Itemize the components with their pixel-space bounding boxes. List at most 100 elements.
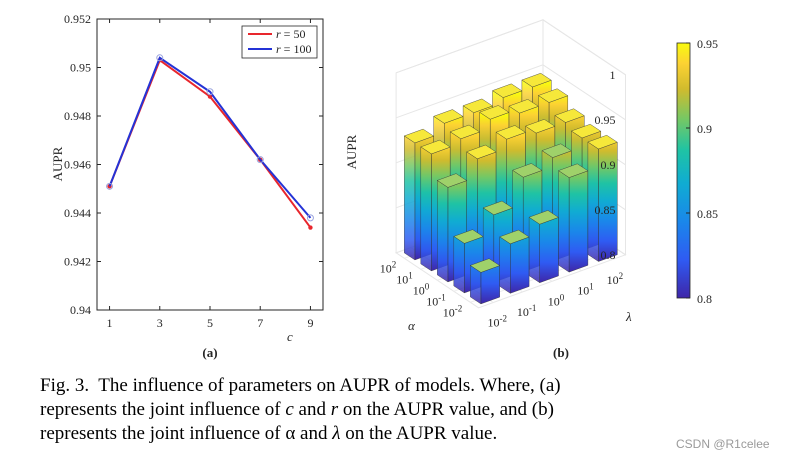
y-tick-label: 0.946: [64, 158, 91, 172]
colorbar-tick-label: 0.85: [697, 207, 718, 221]
bar-face-top: [554, 108, 585, 123]
figure-caption: Fig. 3. The influence of parameters on A…: [40, 374, 740, 446]
bar-face-top: [499, 229, 530, 245]
z-tick-label: 0.8: [601, 248, 616, 262]
x-tick-label: 9: [307, 316, 313, 330]
lambda-tick-label: 10-1: [517, 303, 537, 319]
y-tick-label: 0.948: [64, 109, 91, 123]
bar-face-front-right: [568, 170, 589, 273]
z-tick-label: 1: [610, 68, 616, 82]
bar-alpha0-lambda1: [499, 229, 530, 294]
panel-a-series: [106, 54, 314, 230]
series-line-r100: [108, 56, 312, 219]
bar-face-top: [479, 105, 510, 120]
alpha-tick-label: 10-1: [426, 292, 446, 308]
bar-face-front-left: [558, 170, 570, 273]
data-point-r100: [156, 54, 164, 62]
alpha-tick-label: 101: [396, 270, 413, 286]
bar-face-top: [537, 88, 569, 103]
caption-line-2: represents the joint influence of c and …: [40, 399, 554, 420]
panel-a-legend: r = 50 r = 100: [241, 25, 318, 59]
bar-face-top: [570, 123, 602, 139]
bar-face-top: [558, 163, 589, 178]
y-tick-label: 0.942: [64, 255, 91, 269]
alpha-tick-label: 10-2: [443, 303, 463, 319]
bar-face-front-left: [420, 146, 432, 272]
bar-face-top: [528, 210, 559, 225]
y-tick-label: 0.95: [70, 61, 91, 75]
caption-line-1: Fig. 3. The influence of parameters on A…: [40, 375, 561, 396]
bar-face-front-left: [587, 141, 599, 262]
panel-a-line-chart: 0.94 0.942 0.944 0.946 0.948 0.95 0.952 1 3 5 7 9 A…: [50, 12, 324, 360]
watermark: CSDN @R1celee: [676, 437, 770, 451]
z-gridline: [395, 64, 626, 121]
data-point-r100: [206, 88, 214, 96]
legend-entry-r100: r = 100: [276, 42, 311, 56]
colorbar: [676, 42, 691, 299]
z-tick-label: 0.95: [595, 113, 616, 127]
panel-a-ylabel: AUPR: [50, 146, 65, 181]
bar-face-top: [436, 173, 468, 188]
bar-face-front-right: [539, 217, 559, 283]
panel-b-lambda-label: λ: [625, 309, 632, 324]
z-tick-label: 0.85: [595, 203, 616, 217]
bar-face-top: [449, 124, 481, 140]
bar-face-front-left: [404, 135, 416, 261]
bar-face-top: [495, 125, 526, 140]
bar-face-front-left: [437, 180, 449, 283]
lambda-tick-label: 10-2: [488, 314, 508, 330]
z-tick-label: 0.9: [601, 158, 616, 172]
bar-alpha0-lambda0: [469, 258, 501, 305]
bar-face-top: [508, 99, 539, 114]
panel-b-label: (b): [553, 345, 569, 360]
bar-alpha0-lambda4: [587, 134, 618, 262]
y-tick-label: 0.94: [70, 303, 91, 317]
data-point-r50: [308, 225, 313, 230]
colorbar-ticks: 0.8 0.85 0.9 0.95: [686, 37, 718, 306]
bar-face-top: [466, 144, 497, 160]
colorbar-tick-label: 0.8: [697, 292, 712, 306]
bar-face-top: [469, 258, 501, 273]
data-point-r100: [306, 214, 314, 222]
bar-face-top: [512, 163, 543, 178]
bar-face-front-left: [528, 216, 540, 284]
z-gridline: [395, 19, 626, 76]
y-tick-label: 0.952: [64, 12, 91, 26]
bar-face-top: [492, 83, 523, 98]
colorbar-tick-label: 0.95: [697, 37, 718, 51]
panel-b-bars: [403, 72, 618, 305]
bar-alpha0-lambda2: [528, 210, 559, 284]
bar-face-front-left: [499, 236, 511, 294]
data-point-r100: [106, 182, 114, 190]
panel-a-label: (a): [202, 345, 217, 360]
alpha-tick-label: 100: [413, 281, 430, 297]
lambda-tick-label: 101: [577, 282, 594, 298]
bar-face-top: [453, 229, 484, 244]
bar-face-top: [462, 98, 493, 113]
panel-b-zlabel: AUPR: [344, 134, 359, 169]
bar-face-top: [420, 139, 451, 155]
panel-a-ticks: 0.94 0.942 0.944 0.946 0.948 0.95 0.952 1 3 5 7 9: [64, 12, 323, 330]
bar-face-top: [433, 109, 464, 124]
bar-face-top: [541, 143, 572, 158]
bar-face-top: [521, 72, 552, 88]
x-tick-label: 5: [207, 316, 213, 330]
legend-box: [241, 25, 318, 59]
lambda-tick-label: 100: [548, 292, 565, 308]
bar-face-top: [403, 128, 435, 144]
bar-face-top: [525, 119, 556, 134]
panel-b-alpha-label: α: [408, 318, 416, 333]
data-point-r50: [207, 94, 213, 99]
caption-line-3: represents the joint influence of α and …: [40, 423, 498, 444]
figure-canvas: 0.94 0.942 0.944 0.946 0.948 0.95 0.952 1 3 5 7 9 A…: [50, 12, 718, 360]
alpha-tick-label: 102: [380, 259, 397, 275]
bar-face-front-right: [510, 236, 530, 294]
panel-a-xlabel: c: [287, 329, 293, 344]
x-tick-label: 7: [257, 316, 263, 330]
data-point-r100: [256, 156, 264, 164]
x-tick-label: 3: [157, 316, 163, 330]
x-tick-label: 1: [107, 316, 113, 330]
lambda-tick-label: 102: [607, 271, 624, 287]
